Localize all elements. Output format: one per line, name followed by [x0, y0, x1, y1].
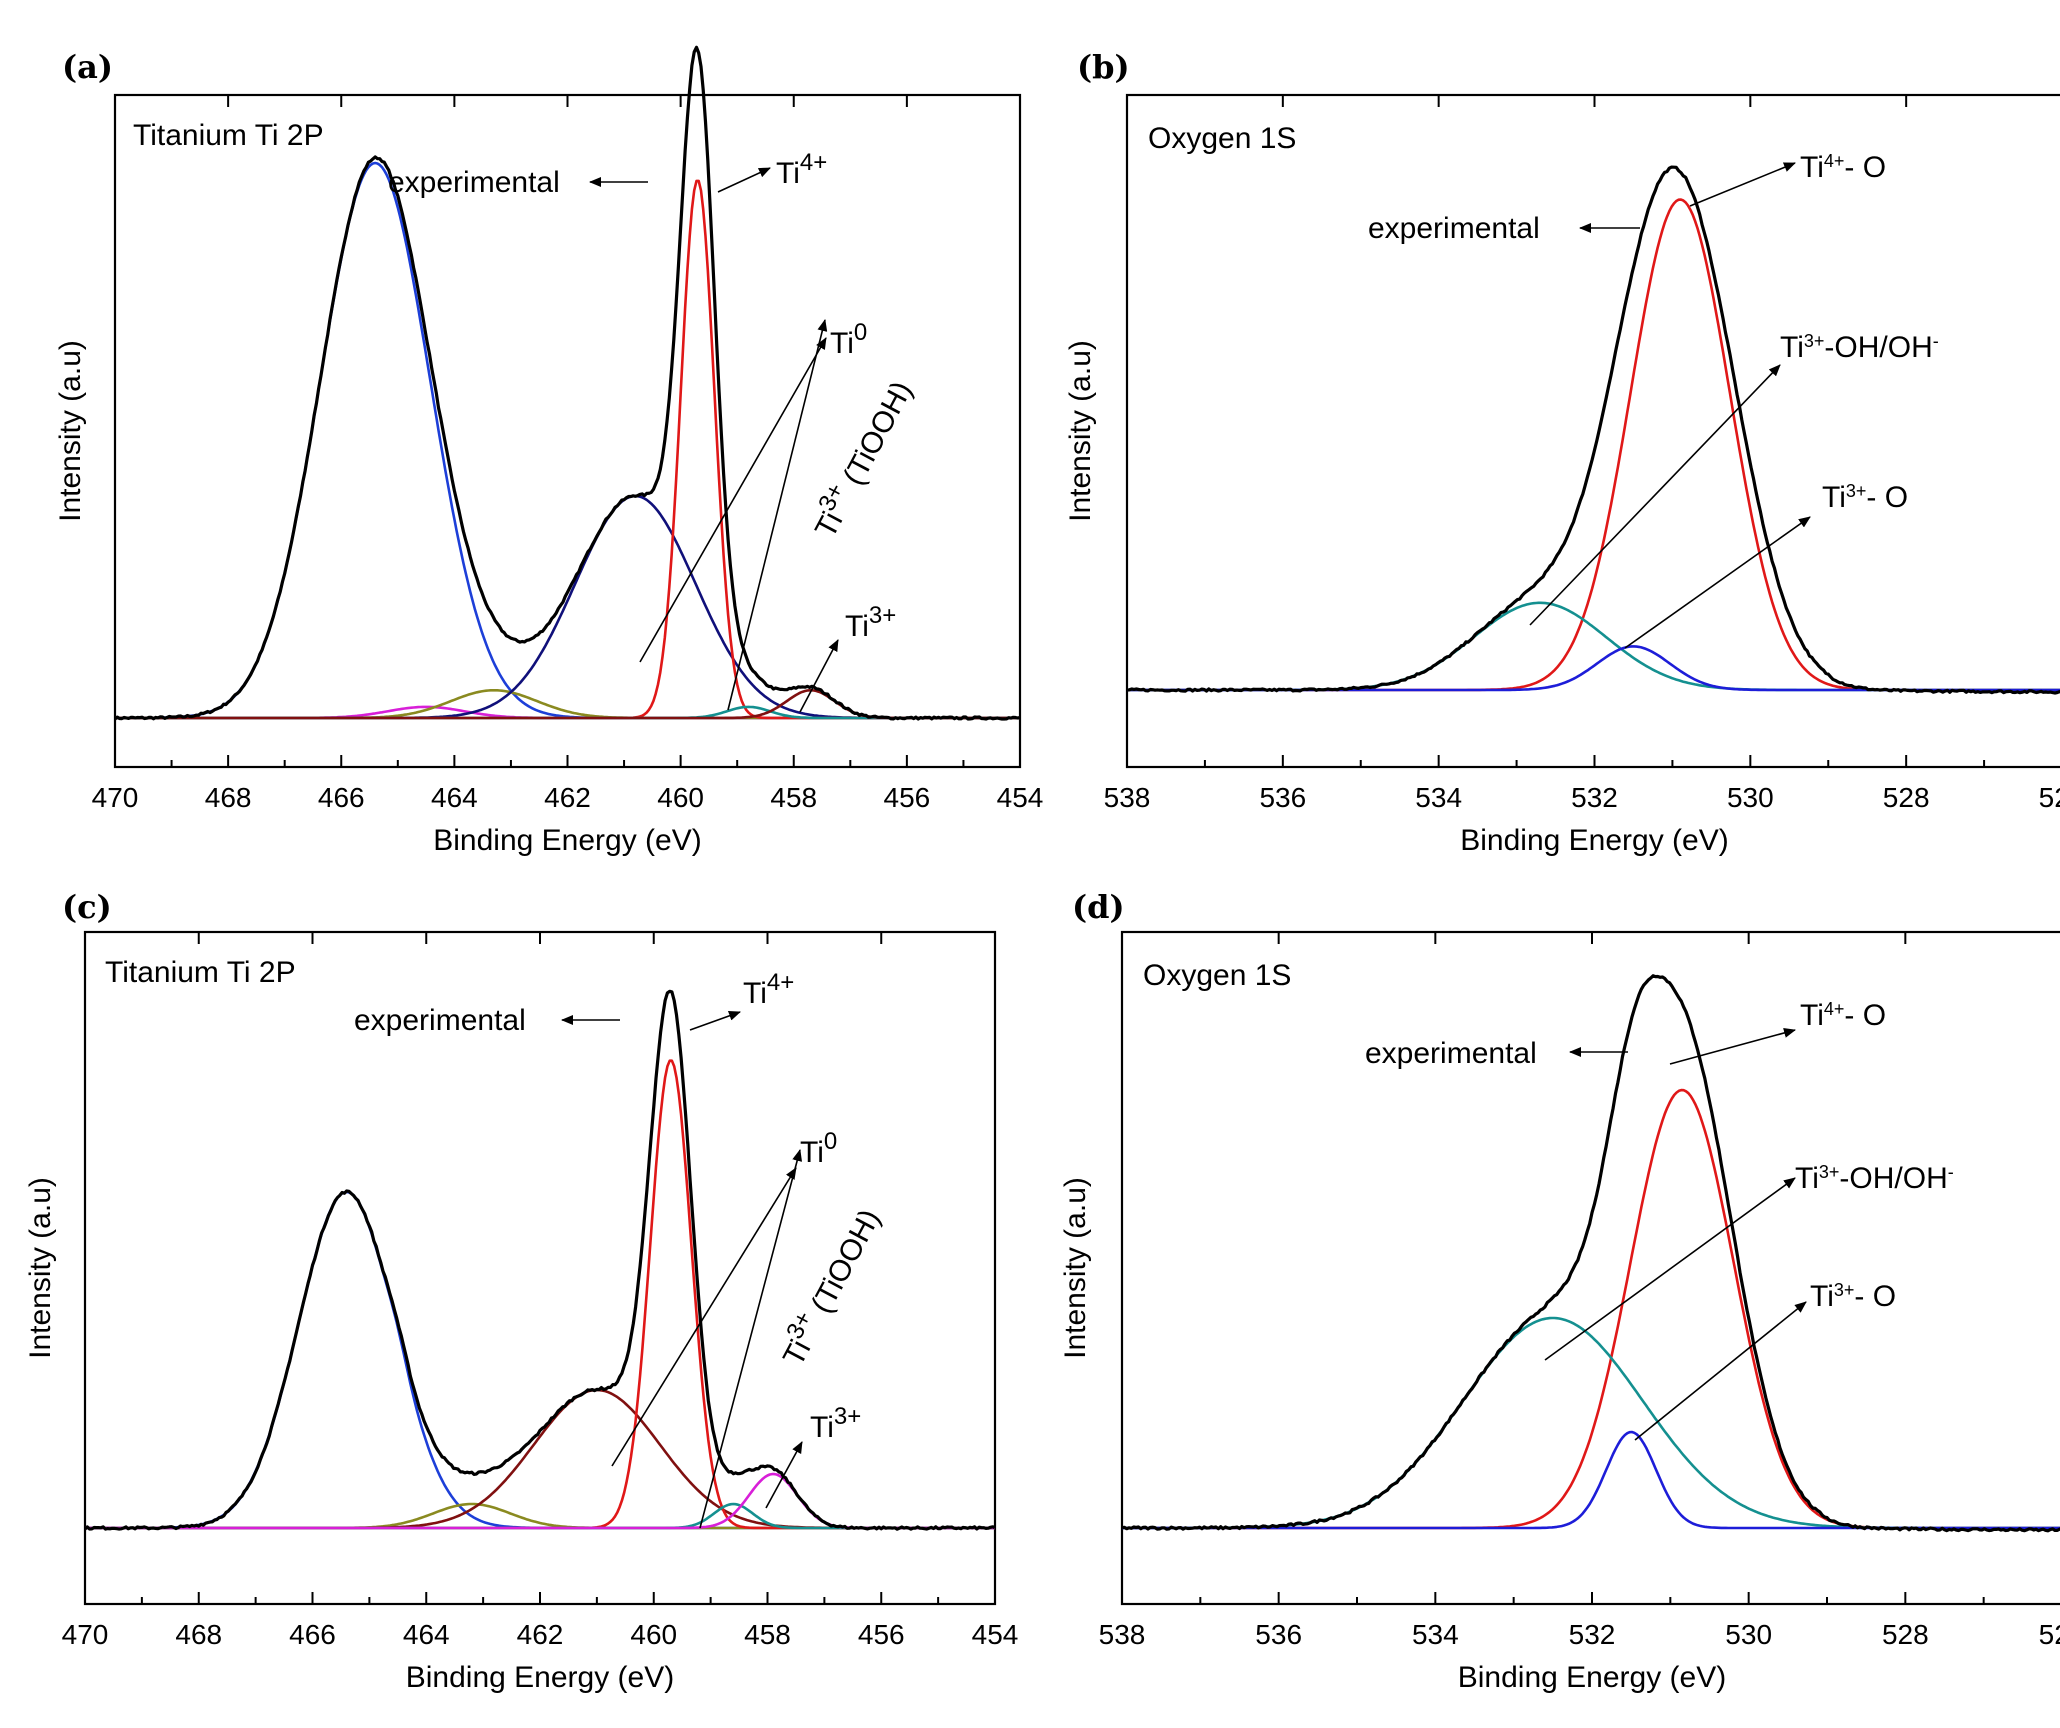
panel-d: (d) 538 536 534 532 530 528 526 Binding Energy (… [1059, 888, 2060, 1694]
annotation-arrow [1624, 516, 1811, 649]
x-axis-title: Binding Energy (eV) [433, 824, 701, 857]
annotation-arrow [799, 639, 839, 713]
panel-b: (b) 538 536 534 532 530 528 526 Binding Energy (… [1064, 48, 2060, 857]
x-tick-label: 528 [1883, 782, 1930, 813]
annotation-arrow [1669, 1028, 1796, 1065]
annotation-label: experimental [1368, 212, 1540, 245]
annotation-label: experimental [388, 166, 560, 199]
annotation-label: Ti4+- O [1800, 151, 1886, 184]
x-tick-label: 464 [431, 782, 478, 813]
x-tick-label: 462 [517, 1619, 564, 1650]
experimental-curve [1121, 974, 2060, 1533]
panel-title: Titanium Ti 2P [133, 119, 324, 152]
annotation-label: Ti0 [800, 1128, 837, 1170]
x-tick-label: 530 [1727, 782, 1774, 813]
x-tick-label: 468 [205, 782, 252, 813]
annotation-label: Ti3+- O [1810, 1280, 1896, 1313]
x-axis-title: Binding Energy (eV) [1460, 824, 1728, 857]
x-tick-label: 536 [1259, 782, 1306, 813]
y-axis-title: Intensity (a.u) [1059, 1177, 1092, 1359]
annotation-arrow [1529, 364, 1781, 626]
panel-letter: (b) [1077, 48, 1130, 86]
x-tick-label: 534 [1415, 782, 1462, 813]
annotation-label: Ti3+ [845, 602, 896, 644]
x-tick-label: 526 [2039, 782, 2060, 813]
annotation-arrow [765, 1441, 803, 1509]
x-tick-label: 460 [657, 782, 704, 813]
panel-title: Oxygen 1S [1148, 122, 1296, 155]
panel-letter: (a) [62, 48, 113, 86]
x-tick-label: 456 [884, 782, 931, 813]
annotation-arrow [1634, 1301, 1807, 1441]
annotation-label: experimental [354, 1004, 526, 1037]
annotation-arrow [1544, 1177, 1796, 1361]
annotation-label: Ti3+ [810, 1403, 861, 1445]
x-tick-label: 538 [1099, 1619, 1146, 1650]
x-tick-label: 462 [544, 782, 591, 813]
x-tick-label: 454 [972, 1619, 1019, 1650]
x-tick-label: 464 [403, 1619, 450, 1650]
x-tick-label: 530 [1725, 1619, 1772, 1650]
annotation-arrow [727, 319, 828, 711]
x-axis-title: Binding Energy (eV) [1458, 1661, 1726, 1694]
x-tick-label: 466 [289, 1619, 336, 1650]
annotation-arrow [611, 1167, 797, 1467]
x-tick-label: 458 [744, 1619, 791, 1650]
x-tick-label: 458 [770, 782, 817, 813]
annotation-arrow [689, 1011, 741, 1031]
x-tick-label: 460 [630, 1619, 677, 1650]
annotation-arrow [699, 1149, 803, 1529]
annotation-label: Ti3+-OH/OH- [1780, 331, 1939, 364]
annotation-arrow [639, 337, 827, 663]
x-tick-label: 470 [92, 782, 139, 813]
y-axis-title: Intensity (a.u) [1064, 340, 1097, 522]
annotation-label: experimental [1365, 1037, 1537, 1070]
annotation-label: Ti3+-OH/OH- [1795, 1162, 1954, 1195]
experimental-curve [1126, 165, 2060, 695]
panel-title: Titanium Ti 2P [105, 956, 296, 989]
x-tick-label: 470 [62, 1619, 109, 1650]
experimental-curve [83, 989, 996, 1531]
x-tick-label: 538 [1104, 782, 1151, 813]
x-tick-label: 456 [858, 1619, 905, 1650]
x-tick-label: 526 [2039, 1619, 2060, 1650]
annotation-arrow [717, 167, 771, 193]
y-axis-title: Intensity (a.u) [54, 340, 87, 522]
annotation-label: Ti4+ [776, 149, 827, 191]
x-tick-label: 466 [318, 782, 365, 813]
x-tick-label: 528 [1882, 1619, 1929, 1650]
x-tick-label: 532 [1569, 1619, 1616, 1650]
annotation-label: Ti0 [830, 319, 867, 361]
y-axis-title: Intensity (a.u) [24, 1177, 57, 1359]
x-tick-label: 534 [1412, 1619, 1459, 1650]
panel-letter: (c) [62, 888, 112, 926]
x-tick-label: 536 [1255, 1619, 1302, 1650]
x-tick-label: 468 [175, 1619, 222, 1650]
x-axis-title: Binding Energy (eV) [406, 1661, 674, 1694]
annotation-label: Ti4+ [743, 969, 794, 1011]
annotation-arrow [1689, 162, 1796, 207]
panel-title: Oxygen 1S [1143, 959, 1291, 992]
x-tick-label: 454 [997, 782, 1044, 813]
annotation-label: Ti3+- O [1822, 481, 1908, 514]
annotation-label: Ti4+- O [1800, 999, 1886, 1032]
experimental-curve [113, 45, 1021, 721]
x-tick-label: 532 [1571, 782, 1618, 813]
panel-letter: (d) [1072, 888, 1125, 926]
